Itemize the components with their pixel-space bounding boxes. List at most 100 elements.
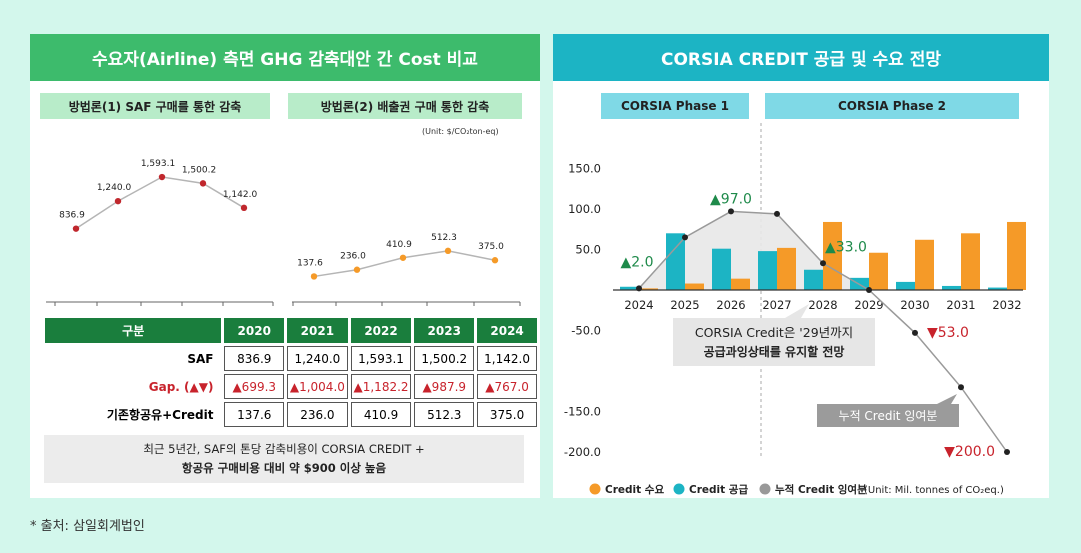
table-header-cell: 2024 [477, 318, 537, 343]
supply-bar [804, 269, 823, 290]
data-label: 1,500.2 [182, 165, 216, 175]
annotation-label: ▲97.0 [710, 191, 752, 207]
corsia-bar-chart: 150.0 100.0 50.0 -50.0 -150.0 -200.0 2024 2025 2… [564, 123, 1026, 496]
callout-dark-pointer [937, 394, 957, 404]
table-row: Gap. (▲▼) ▲699.3 ▲1,004.0 ▲1,182.2 ▲987.… [45, 374, 537, 399]
right-panel-title: CORSIA CREDIT 공급 및 수요 전망 [553, 34, 1049, 81]
supply-bar [758, 251, 777, 290]
supply-bar [988, 287, 1007, 290]
cumulative-point [1004, 449, 1010, 455]
left-panel: 수요자(Airline) 측면 GHG 감축대안 간 Cost 비교 방법론(1… [30, 34, 540, 498]
table-cell: 1,142.0 [477, 346, 537, 371]
x-tick-label: 2025 [670, 298, 699, 312]
supply-bar [896, 281, 915, 290]
data-label: 236.0 [340, 252, 366, 262]
data-point [240, 204, 248, 212]
callout-box [673, 318, 875, 366]
data-label: 512.3 [431, 233, 457, 243]
data-label: 1,593.1 [141, 159, 175, 169]
method2-tag: 방법론(2) 배출권 구매 통한 감축 [288, 93, 522, 119]
y-tick-label: -200.0 [564, 445, 601, 459]
data-label: 375.0 [478, 242, 504, 252]
table-header-cell: 2022 [350, 318, 412, 343]
x-tick-label: 2031 [946, 298, 975, 312]
cumulative-point [728, 208, 734, 215]
data-label: 1,142.0 [223, 190, 258, 200]
unit-label: (Unit: $/CO₂ton-eq) [422, 127, 499, 136]
y-tick-label: 50.0 [575, 243, 601, 257]
legend-label: Credit 수요 [605, 484, 664, 496]
demand-bar [1007, 221, 1026, 290]
summary-note-line2: 항공유 구매비용 대비 약 $900 이상 높음 [181, 461, 387, 475]
x-tick-label: 2032 [992, 298, 1021, 312]
y-tick-label: -150.0 [564, 405, 601, 419]
comparison-table: 구분 2020 2021 2022 2023 2024 SAF 836.9 1,… [42, 315, 540, 430]
table-header-cell: 2020 [224, 318, 285, 343]
table-cell: 137.6 [224, 402, 285, 427]
supply-bar [942, 285, 961, 290]
table-header-cell: 2023 [414, 318, 475, 343]
table-cell: 1,240.0 [287, 346, 348, 371]
row-label: 기존항공유+Credit [106, 408, 214, 422]
table-cell: 236.0 [287, 402, 348, 427]
table-cell: 1,500.2 [414, 346, 475, 371]
demand-bar [823, 221, 842, 290]
table-row: SAF 836.9 1,240.0 1,593.1 1,500.2 1,142.… [45, 346, 537, 371]
table-cell: ▲767.0 [477, 374, 537, 399]
data-label: 836.9 [59, 211, 85, 221]
callout-dark-label: 누적 Credit 잉여분 [839, 409, 938, 423]
left-panel-title: 수요자(Airline) 측면 GHG 감축대안 간 Cost 비교 [30, 34, 540, 81]
legend-unit: (Unit: Mil. tonnes of CO₂eq.) [864, 485, 1004, 496]
legend-swatch [589, 483, 601, 495]
x-tick-label: 2024 [624, 298, 653, 312]
legend-swatch [759, 483, 771, 495]
mini-line-charts: 20202021202220232024836.91,240.01,593.11… [46, 159, 521, 306]
callout-dark-box [817, 404, 959, 427]
x-tick-label: 2029 [854, 298, 883, 312]
supply-bar [620, 286, 639, 290]
row-label: SAF [187, 351, 214, 366]
x-tick-label: 2030 [900, 298, 929, 312]
legend-swatch [673, 483, 685, 495]
data-point [72, 225, 80, 232]
table-header-row: 구분 2020 2021 2022 2023 2024 [45, 318, 537, 343]
cumulative-point [820, 260, 826, 267]
right-panel: CORSIA CREDIT 공급 및 수요 전망 CORSIA Phase 1 … [553, 34, 1049, 498]
data-label: 1,240.0 [97, 183, 132, 193]
method1-tag: 방법론(1) SAF 구매를 통한 감축 [40, 93, 270, 119]
table-header-cell: 2021 [287, 318, 348, 343]
table-cell: ▲699.3 [224, 374, 285, 399]
legend-label: 누적 Credit 잉여분 [775, 483, 867, 496]
phase2-tag: CORSIA Phase 2 [765, 93, 1019, 119]
row-label: Gap. (▲▼) [148, 379, 214, 394]
callout-line1: CORSIA Credit은 '29년까지 [695, 325, 853, 340]
data-point [399, 254, 407, 261]
demand-bar [639, 288, 658, 290]
cumulative-point [774, 210, 780, 217]
data-point [114, 197, 122, 205]
y-tick-label: -50.0 [571, 324, 601, 338]
table-cell: ▲1,004.0 [287, 374, 348, 399]
table-cell: 410.9 [350, 402, 412, 427]
table-cell: 1,593.1 [350, 346, 412, 371]
annotation-label: ▲33.0 [825, 239, 867, 255]
source-footnote: * 출처: 삼일회계법인 [30, 519, 145, 534]
data-point [310, 273, 318, 280]
demand-bar [731, 278, 750, 290]
x-tick-label: 2027 [762, 298, 791, 312]
demand-bar [777, 247, 796, 290]
y-tick-label: 150.0 [568, 162, 601, 176]
table-cell: 836.9 [224, 346, 285, 371]
demand-bar [685, 283, 704, 290]
table-cell: ▲987.9 [414, 374, 475, 399]
table-header-cell: 구분 [45, 318, 222, 343]
table-row: 기존항공유+Credit 137.6 236.0 410.9 512.3 375… [45, 402, 537, 427]
cumulative-point [636, 285, 642, 292]
summary-note: 최근 5년간, SAF의 톤당 감축비용이 CORSIA CREDIT + 항공… [44, 435, 524, 483]
callout-pointer [785, 304, 809, 318]
demand-bar [915, 239, 934, 290]
x-tick-label: 2028 [808, 298, 837, 312]
data-point [353, 266, 361, 273]
annotation-label: ▲2.0 [620, 254, 653, 270]
data-point [158, 173, 166, 181]
